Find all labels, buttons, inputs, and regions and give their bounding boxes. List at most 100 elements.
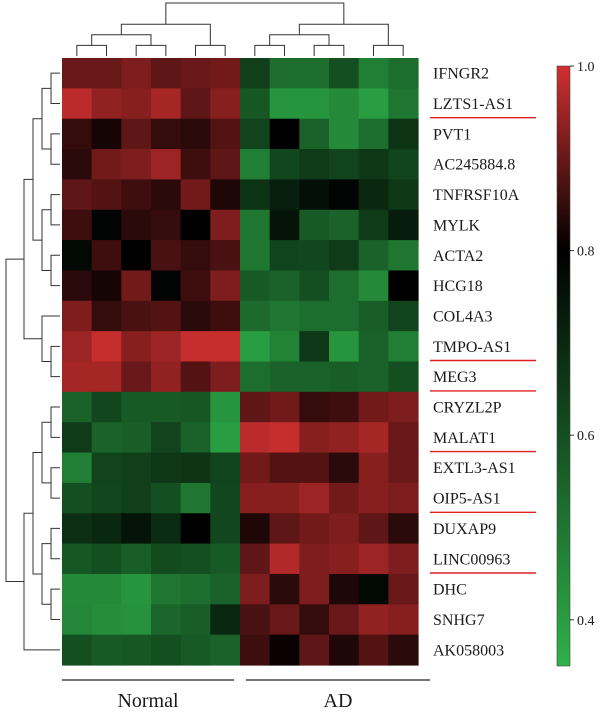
dendrogram-branch: [41, 209, 51, 271]
heatmap-cell: [151, 482, 182, 514]
heatmap-cell: [62, 118, 93, 150]
row-label: PVT1: [433, 126, 471, 143]
heatmap-cell: [388, 300, 419, 332]
heatmap-cell: [299, 361, 330, 393]
heatmap-cell: [299, 270, 330, 302]
dendrogram-branch: [50, 406, 60, 438]
heatmap-cell: [269, 513, 300, 545]
heatmap-cell: [210, 573, 241, 605]
heatmap-cell: [210, 300, 241, 332]
heatmap-cell: [388, 604, 419, 636]
heatmap-cell: [329, 543, 360, 575]
heatmap-cell: [358, 240, 389, 272]
row-label: AK058003: [433, 642, 504, 659]
row-label: ACTA2: [433, 248, 483, 265]
heatmap-cell: [329, 482, 360, 514]
heatmap-cell: [329, 149, 360, 180]
row-label: LZTS1-AS1: [433, 96, 513, 113]
heatmap-cell: [62, 209, 93, 241]
heatmap-cell: [329, 209, 360, 241]
group-axis: Normal AD: [62, 679, 430, 712]
heatmap-cell: [358, 452, 389, 484]
heatmap-cell: [388, 88, 419, 120]
heatmap-cell: [180, 240, 211, 272]
heatmap-cell: [62, 270, 93, 302]
row-label: DUXAP9: [433, 521, 496, 538]
heatmap-cell: [388, 179, 419, 211]
heatmap-cell: [358, 118, 389, 150]
heatmap-cell: [121, 149, 152, 180]
row-label: IFNGR2: [433, 66, 489, 83]
colorbar-tick-label: 0.4: [577, 614, 595, 629]
heatmap-cell: [91, 240, 122, 272]
heatmap-cell: [210, 331, 241, 363]
heatmap-cell: [91, 58, 122, 89]
heatmap-cell: [210, 240, 241, 272]
heatmap-cell: [240, 88, 271, 120]
heatmap-cell: [91, 118, 122, 150]
heatmap-cell: [180, 391, 211, 423]
heatmap-cell: [358, 58, 389, 89]
dendrogram-branch: [165, 2, 345, 25]
heatmap-cell: [62, 482, 93, 514]
heatmap-cell: [358, 149, 389, 180]
heatmap-cell: [91, 149, 122, 180]
dendrogram-branch: [135, 44, 167, 56]
heatmap-cell: [388, 361, 419, 393]
dendrogram-branch: [50, 194, 60, 226]
row-label: MYLK: [433, 217, 481, 234]
heatmap-cell: [329, 118, 360, 150]
heatmap-cell: [240, 634, 271, 666]
heatmap-cell: [180, 149, 211, 180]
heatmap-cell: [62, 452, 93, 484]
row-label: TMPO-AS1: [433, 339, 511, 356]
heatmap-cell: [269, 58, 300, 89]
heatmap-cell: [240, 270, 271, 302]
heatmap-cell: [358, 422, 389, 454]
colorbar-tick-label: 0.6: [577, 429, 595, 444]
heatmap-cell: [329, 361, 360, 393]
heatmap-cell: [358, 634, 389, 666]
heatmap-cell: [388, 391, 419, 423]
heatmap-cell: [240, 300, 271, 332]
dendrogram-branch: [195, 44, 226, 56]
heatmap-cell: [91, 88, 122, 120]
heatmap-cell: [180, 482, 211, 514]
heatmap-cell: [358, 88, 389, 120]
row-label: MALAT1: [433, 430, 496, 447]
heatmap-cell: [329, 58, 360, 89]
heatmap-cell: [269, 209, 300, 241]
heatmap-cell: [388, 573, 419, 605]
heatmap-cell: [151, 270, 182, 302]
dendrogram-branch: [41, 543, 51, 605]
heatmap-cell: [121, 573, 152, 605]
heatmap-cell: [91, 573, 122, 605]
heatmap-cell: [329, 88, 360, 120]
heatmap-cell: [151, 452, 182, 484]
heatmap-cell: [121, 452, 152, 484]
heatmap-cell: [388, 482, 419, 514]
dendrogram-branch: [50, 133, 60, 165]
heatmap-cell: [121, 361, 152, 393]
heatmap-cell: [180, 513, 211, 545]
heatmap-cell: [210, 543, 241, 575]
dendrogram-branch: [50, 72, 60, 105]
colorbar-gradient: [556, 65, 571, 667]
heatmap-cell: [180, 573, 211, 605]
heatmap-cell: [121, 300, 152, 332]
heatmap-cell: [91, 179, 122, 211]
heatmap-cell: [388, 452, 419, 484]
heatmap-cell: [210, 58, 241, 89]
heatmap-cell: [121, 634, 152, 666]
heatmap-cell: [151, 240, 182, 272]
heatmap-cell: [62, 240, 93, 272]
heatmap-cell: [121, 88, 152, 120]
heatmap-cell: [62, 361, 93, 393]
heatmap-cell: [180, 634, 211, 666]
heatmap-cell: [91, 634, 122, 666]
heatmap-cell: [180, 58, 211, 89]
heatmap-cell: [240, 482, 271, 514]
heatmap-cell: [121, 513, 152, 545]
dendrogram-branch: [32, 452, 42, 575]
